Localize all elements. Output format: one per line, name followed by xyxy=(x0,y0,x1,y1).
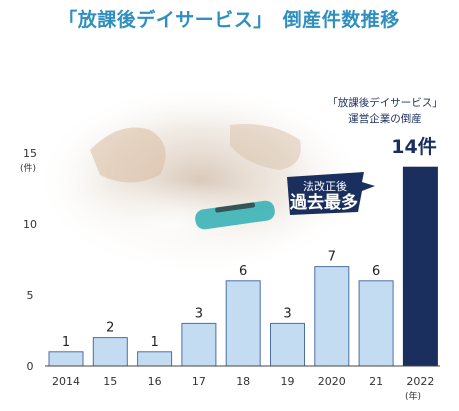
x-tick-label: 18 xyxy=(236,375,250,388)
x-tick-label: 16 xyxy=(148,375,162,388)
y-tick-label: 15 xyxy=(23,147,37,160)
bar-value-label: 2 xyxy=(106,321,114,336)
bar-value-label: 1 xyxy=(150,335,158,350)
bar xyxy=(358,280,394,367)
callout-line-2: 過去最多 xyxy=(290,192,358,213)
bar xyxy=(181,322,217,367)
bar xyxy=(225,280,261,367)
background-photo xyxy=(35,85,365,275)
y-tick-label: 5 xyxy=(27,289,34,302)
callout-line-1: 法改正後 xyxy=(303,179,347,193)
x-tick-label: 2022 xyxy=(406,375,434,388)
x-tick-label: 17 xyxy=(192,375,206,388)
bar-value-label: 7 xyxy=(328,250,336,265)
callout-shape xyxy=(287,172,375,215)
bar xyxy=(48,351,84,367)
annotation-line-2: 運営企業の倒産 xyxy=(348,112,422,125)
x-tick-label: 2014 xyxy=(52,375,80,388)
x-axis-unit: (年) xyxy=(405,390,421,402)
bar xyxy=(92,337,128,367)
x-tick-label: 21 xyxy=(369,375,383,388)
bar-highlight xyxy=(402,166,438,367)
x-tick-label: 2020 xyxy=(318,375,346,388)
x-tick-label: 19 xyxy=(281,375,295,388)
bar-value-label: 3 xyxy=(283,306,291,321)
y-axis-ticks: 0 5 10 15 xyxy=(23,147,37,373)
callout-badge: 法改正後 過去最多 xyxy=(287,172,375,215)
value-labels: 1 2 1 3 6 3 7 6 xyxy=(62,250,380,350)
y-tick-label: 0 xyxy=(27,360,34,373)
y-axis-unit: (件) xyxy=(20,162,36,174)
bar-value-label: 6 xyxy=(239,264,247,279)
x-tick-label: 15 xyxy=(103,375,117,388)
y-tick-label: 10 xyxy=(23,218,37,231)
chart-title: 「放課後デイサービス」 倒産件数推移 xyxy=(58,8,400,31)
x-axis-ticks: 2014 15 16 17 18 19 2020 21 2022 xyxy=(52,375,434,388)
bar-value-label: 3 xyxy=(195,306,203,321)
annotation-line-1: 「放課後デイサービス」 xyxy=(327,96,443,109)
bar xyxy=(270,322,305,367)
bar xyxy=(137,351,173,367)
bar xyxy=(314,266,350,367)
bar-value-label: 6 xyxy=(372,264,380,279)
annotation-count: 14件 xyxy=(391,135,436,158)
bar-value-label: 1 xyxy=(62,335,70,350)
bars xyxy=(48,166,438,367)
